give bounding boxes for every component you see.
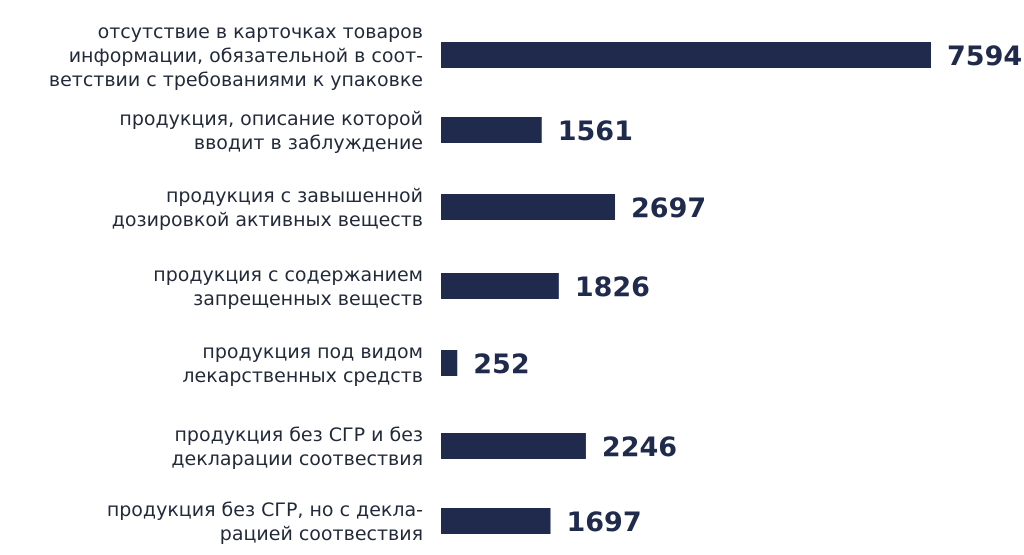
bar-1 <box>441 42 931 68</box>
category-label-line: отсутствие в карточках товаров <box>98 21 423 43</box>
bar-7 <box>441 508 551 534</box>
category-label-7: продукция без СГР, но с декла-рацией соо… <box>107 499 423 545</box>
category-label-line: продукция под видом <box>202 341 423 363</box>
category-label-3: продукция с завышенной дозировкой активны… <box>112 185 423 231</box>
value-label-4: 1826 <box>575 272 650 303</box>
value-label-7: 1697 <box>566 507 641 538</box>
category-label-1: отсутствие в карточках товаров информации… <box>49 21 423 91</box>
category-label-line: продукция без СГР и без <box>174 424 423 446</box>
category-label-line: дозировкой активных веществ <box>112 209 423 231</box>
bar-5 <box>441 350 458 376</box>
category-label-line: вводит в заблуждение <box>194 132 423 154</box>
category-label-line: продукция с завышенной <box>166 185 423 207</box>
category-label-line: продукция с содержанием <box>153 264 423 286</box>
category-label-line: рацией соотвествия <box>220 523 423 545</box>
category-label-line: продукция, описание которой <box>119 108 423 130</box>
category-label-line: запрещенных веществ <box>193 288 423 310</box>
category-label-6: продукция без СГР и без декларации соотве… <box>171 424 423 470</box>
category-label-line: лекарственных средств <box>182 365 423 387</box>
value-label-3: 2697 <box>631 193 706 224</box>
category-label-line: информации, обязательной в соот- <box>69 45 423 67</box>
category-label-5: продукция под видом лекарственных средств <box>182 341 423 387</box>
bar-2 <box>441 117 542 143</box>
bar-6 <box>441 433 586 459</box>
category-label-line: ветствии с требованиями к упаковке <box>49 69 423 91</box>
category-label-line: продукция без СГР, но с декла- <box>107 499 423 521</box>
value-label-5: 252 <box>473 349 529 380</box>
value-label-1: 7594 <box>947 41 1022 72</box>
category-label-4: продукция с содержанием запрещенных вещес… <box>153 264 423 310</box>
value-label-2: 1561 <box>558 116 633 147</box>
category-label-line: декларации соотвествия <box>171 448 423 470</box>
bar-4 <box>441 273 559 299</box>
value-label-6: 2246 <box>602 432 677 463</box>
category-label-2: продукция, описание которой вводит в забл… <box>119 108 423 154</box>
bar-3 <box>441 194 616 220</box>
